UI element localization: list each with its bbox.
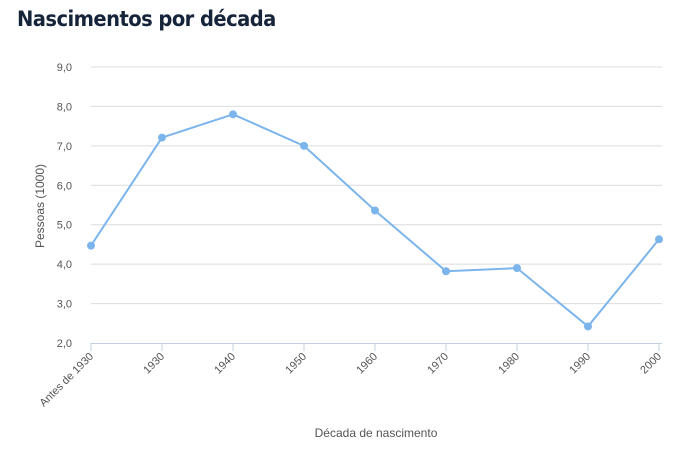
x-tick-label: 1960 (354, 351, 380, 377)
data-point[interactable] (442, 267, 450, 276)
y-axis-ticks: 2,0 3,0 4,0 5,0 6,0 7,0 8,0 9,0 (57, 62, 72, 350)
y-tick-label: 4,0 (57, 259, 72, 271)
y-tick-label: 6,0 (57, 180, 72, 192)
data-point[interactable] (300, 141, 308, 150)
y-axis-title: Pessoas (1000) (33, 164, 47, 248)
x-tick-label: 1970 (425, 351, 451, 377)
y-tick-label: 2,0 (57, 338, 72, 350)
y-tick-label: 8,0 (57, 101, 72, 113)
data-point[interactable] (513, 264, 521, 273)
x-tick-label: 1930 (141, 351, 167, 377)
data-point[interactable] (371, 206, 379, 215)
x-tick-label: 1950 (283, 351, 309, 377)
x-tick-label: 1940 (212, 351, 238, 377)
y-tick-label: 3,0 (57, 299, 72, 311)
y-tick-label: 9,0 (57, 62, 72, 74)
y-tick-label: 7,0 (57, 141, 72, 153)
gridlines (91, 66, 662, 305)
x-axis-title: Década de nascimento (315, 426, 438, 440)
x-tick-label: 2000 (638, 351, 664, 377)
data-point[interactable] (87, 241, 95, 250)
data-points (87, 110, 663, 331)
data-point[interactable] (655, 235, 663, 244)
data-point[interactable] (584, 322, 592, 331)
x-tick-label: 1990 (567, 351, 593, 377)
chart-title: Nascimentos por década (17, 7, 276, 31)
data-point[interactable] (229, 110, 237, 119)
y-tick-label: 5,0 (57, 220, 72, 232)
data-point[interactable] (158, 133, 166, 142)
x-axis-ticks: Antes de 1930 1930 1940 1950 1960 1970 1980 199… (37, 343, 664, 409)
x-tick-label: 1980 (496, 351, 522, 377)
x-tick-label: Antes de 1930 (37, 351, 96, 410)
